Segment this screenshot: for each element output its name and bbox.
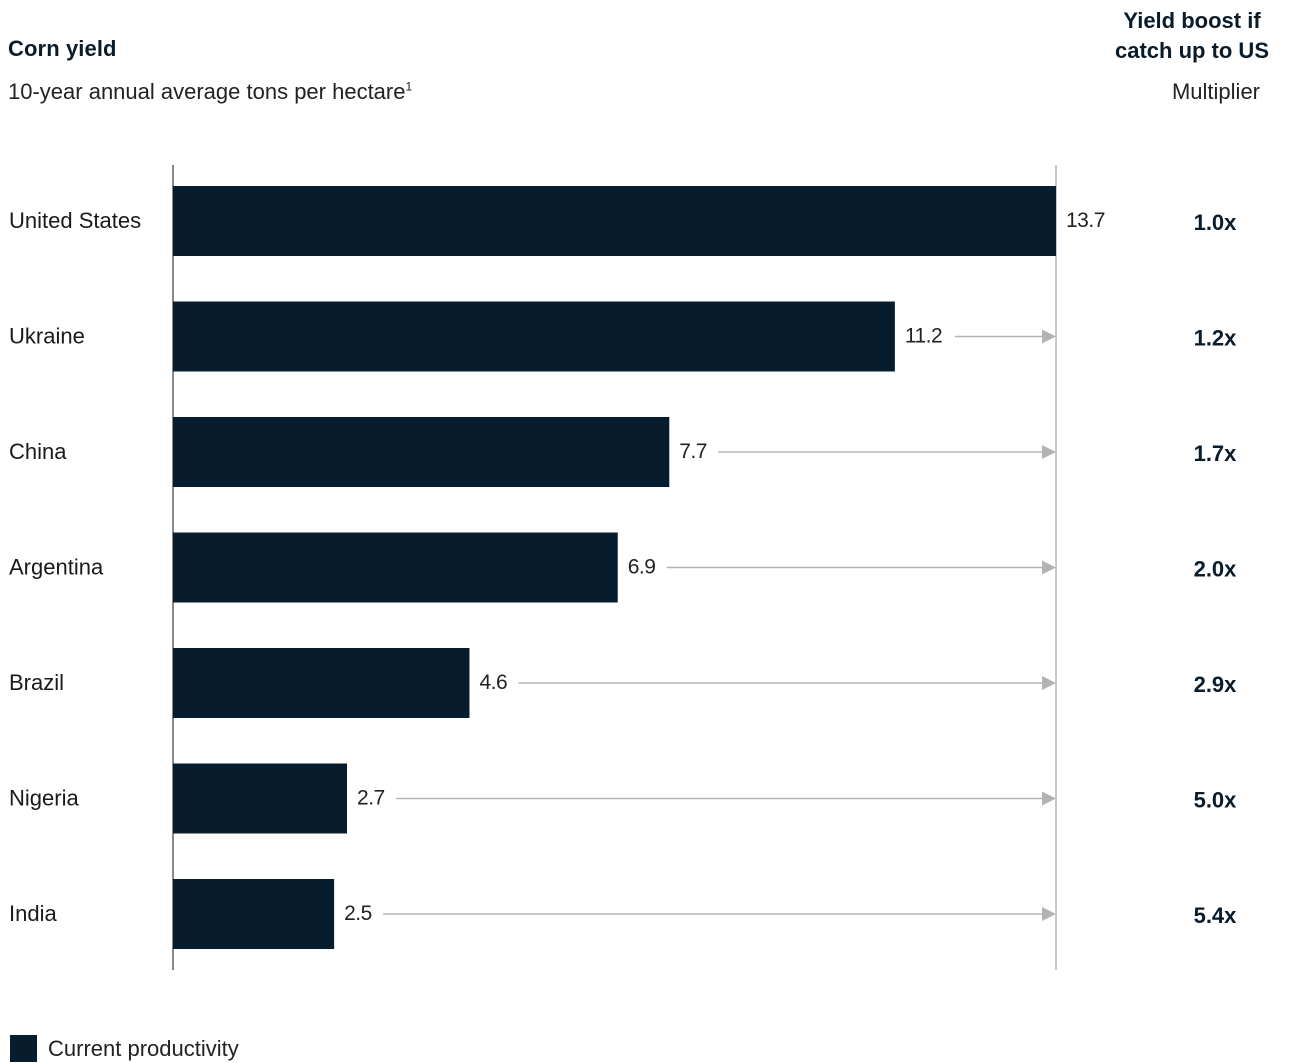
gap-arrow-head: [1042, 329, 1056, 344]
legend-swatch: [10, 1035, 37, 1062]
value-label: 2.5: [344, 902, 372, 925]
multiplier-value: 5.0x: [1194, 788, 1238, 813]
gap-arrow-head: [1042, 560, 1056, 575]
value-label: 2.7: [357, 787, 385, 810]
bar: [173, 763, 348, 834]
category-label: Argentina: [9, 555, 104, 580]
category-label: United States: [9, 208, 141, 233]
gap-arrow-head: [1042, 791, 1056, 806]
bar: [173, 186, 1056, 256]
chart-legend: Current productivity: [10, 1035, 239, 1062]
multiplier-column-title: Yield boost if catch up to US: [1082, 6, 1302, 66]
bar: [173, 879, 335, 949]
bar: [173, 417, 670, 487]
multiplier-value: 2.0x: [1194, 557, 1238, 582]
value-label: 7.7: [679, 440, 707, 463]
multiplier-value: 5.4x: [1194, 903, 1238, 928]
chart-subtitle-text: 10-year annual average tons per hectare: [8, 79, 406, 104]
multiplier-title-line-1: Yield boost if: [1123, 8, 1261, 33]
multiplier-value: 1.2x: [1194, 326, 1238, 351]
gap-arrow-head: [1042, 445, 1056, 459]
value-label: 11.2: [905, 325, 942, 348]
gap-arrow-head: [1042, 676, 1056, 690]
category-label: Ukraine: [9, 324, 85, 349]
gap-arrow-head: [1042, 907, 1056, 921]
category-label: Brazil: [9, 670, 64, 695]
multiplier-value: 2.9x: [1194, 672, 1238, 697]
bar: [173, 301, 895, 372]
chart-subtitle: 10-year annual average tons per hectare1: [8, 79, 412, 105]
chart-title: Corn yield: [8, 36, 117, 61]
multiplier-column-subtitle: Multiplier: [1171, 79, 1261, 104]
legend-label: Current productivity: [48, 1035, 239, 1061]
multiplier-title-line-2: catch up to US: [1114, 38, 1269, 63]
category-label: India: [9, 901, 57, 926]
category-label: Nigeria: [9, 786, 79, 811]
multiplier-value: 1.0x: [1194, 210, 1238, 235]
value-label: 6.9: [628, 556, 656, 579]
value-label: 4.6: [479, 671, 507, 694]
subtitle-footnote-marker: 1: [405, 79, 413, 94]
multiplier-value: 1.7x: [1194, 441, 1238, 466]
bar: [173, 648, 470, 718]
category-label: China: [9, 439, 67, 464]
value-label: 13.7: [1066, 209, 1105, 232]
bar: [173, 532, 618, 603]
